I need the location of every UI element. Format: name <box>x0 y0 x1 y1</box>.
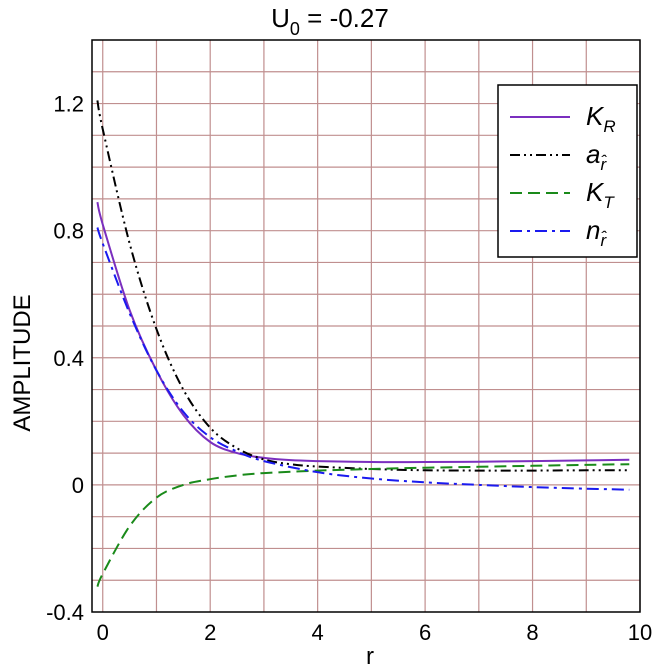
tick-labels: 0 2 4 6 8 10 -0.4 0 0.4 0.8 1.2 <box>46 92 652 645</box>
series-line-2 <box>96 100 630 472</box>
legend-box <box>497 84 638 258</box>
series-line-3 <box>96 463 630 587</box>
x-tick-label: 8 <box>526 620 538 645</box>
plot-frame <box>91 39 641 613</box>
chart-title: U0 = -0.27 <box>271 3 389 39</box>
y-tick-label: 1.2 <box>53 92 84 117</box>
y-tick-label: -0.4 <box>46 600 84 625</box>
series-line-4 <box>96 227 630 491</box>
legend: KR ar̂ KT nr̂ <box>497 84 638 258</box>
y-tick-label: 0 <box>72 473 84 498</box>
y-tick-label: 0.4 <box>53 346 84 371</box>
x-axis-label: r <box>366 643 374 667</box>
legend-label: KR <box>586 101 616 136</box>
x-tick-label: 6 <box>419 620 431 645</box>
y-tick-label: 0.8 <box>53 219 84 244</box>
chart-title-rest: = -0.27 <box>300 3 389 33</box>
chart-title-sub: 0 <box>290 19 300 39</box>
legend-label: KT <box>586 177 615 212</box>
x-tick-label: 4 <box>312 620 324 645</box>
y-axis-label: AMPLITUDE <box>9 294 36 431</box>
chart-title-main: U <box>271 3 290 33</box>
legend-label: nr̂ <box>586 215 607 250</box>
x-tick-label: 10 <box>628 620 652 645</box>
x-tick-label: 0 <box>97 620 109 645</box>
series-lines <box>96 100 630 587</box>
x-tick-label: 2 <box>204 620 216 645</box>
legend-label: ar̂ <box>586 139 607 174</box>
